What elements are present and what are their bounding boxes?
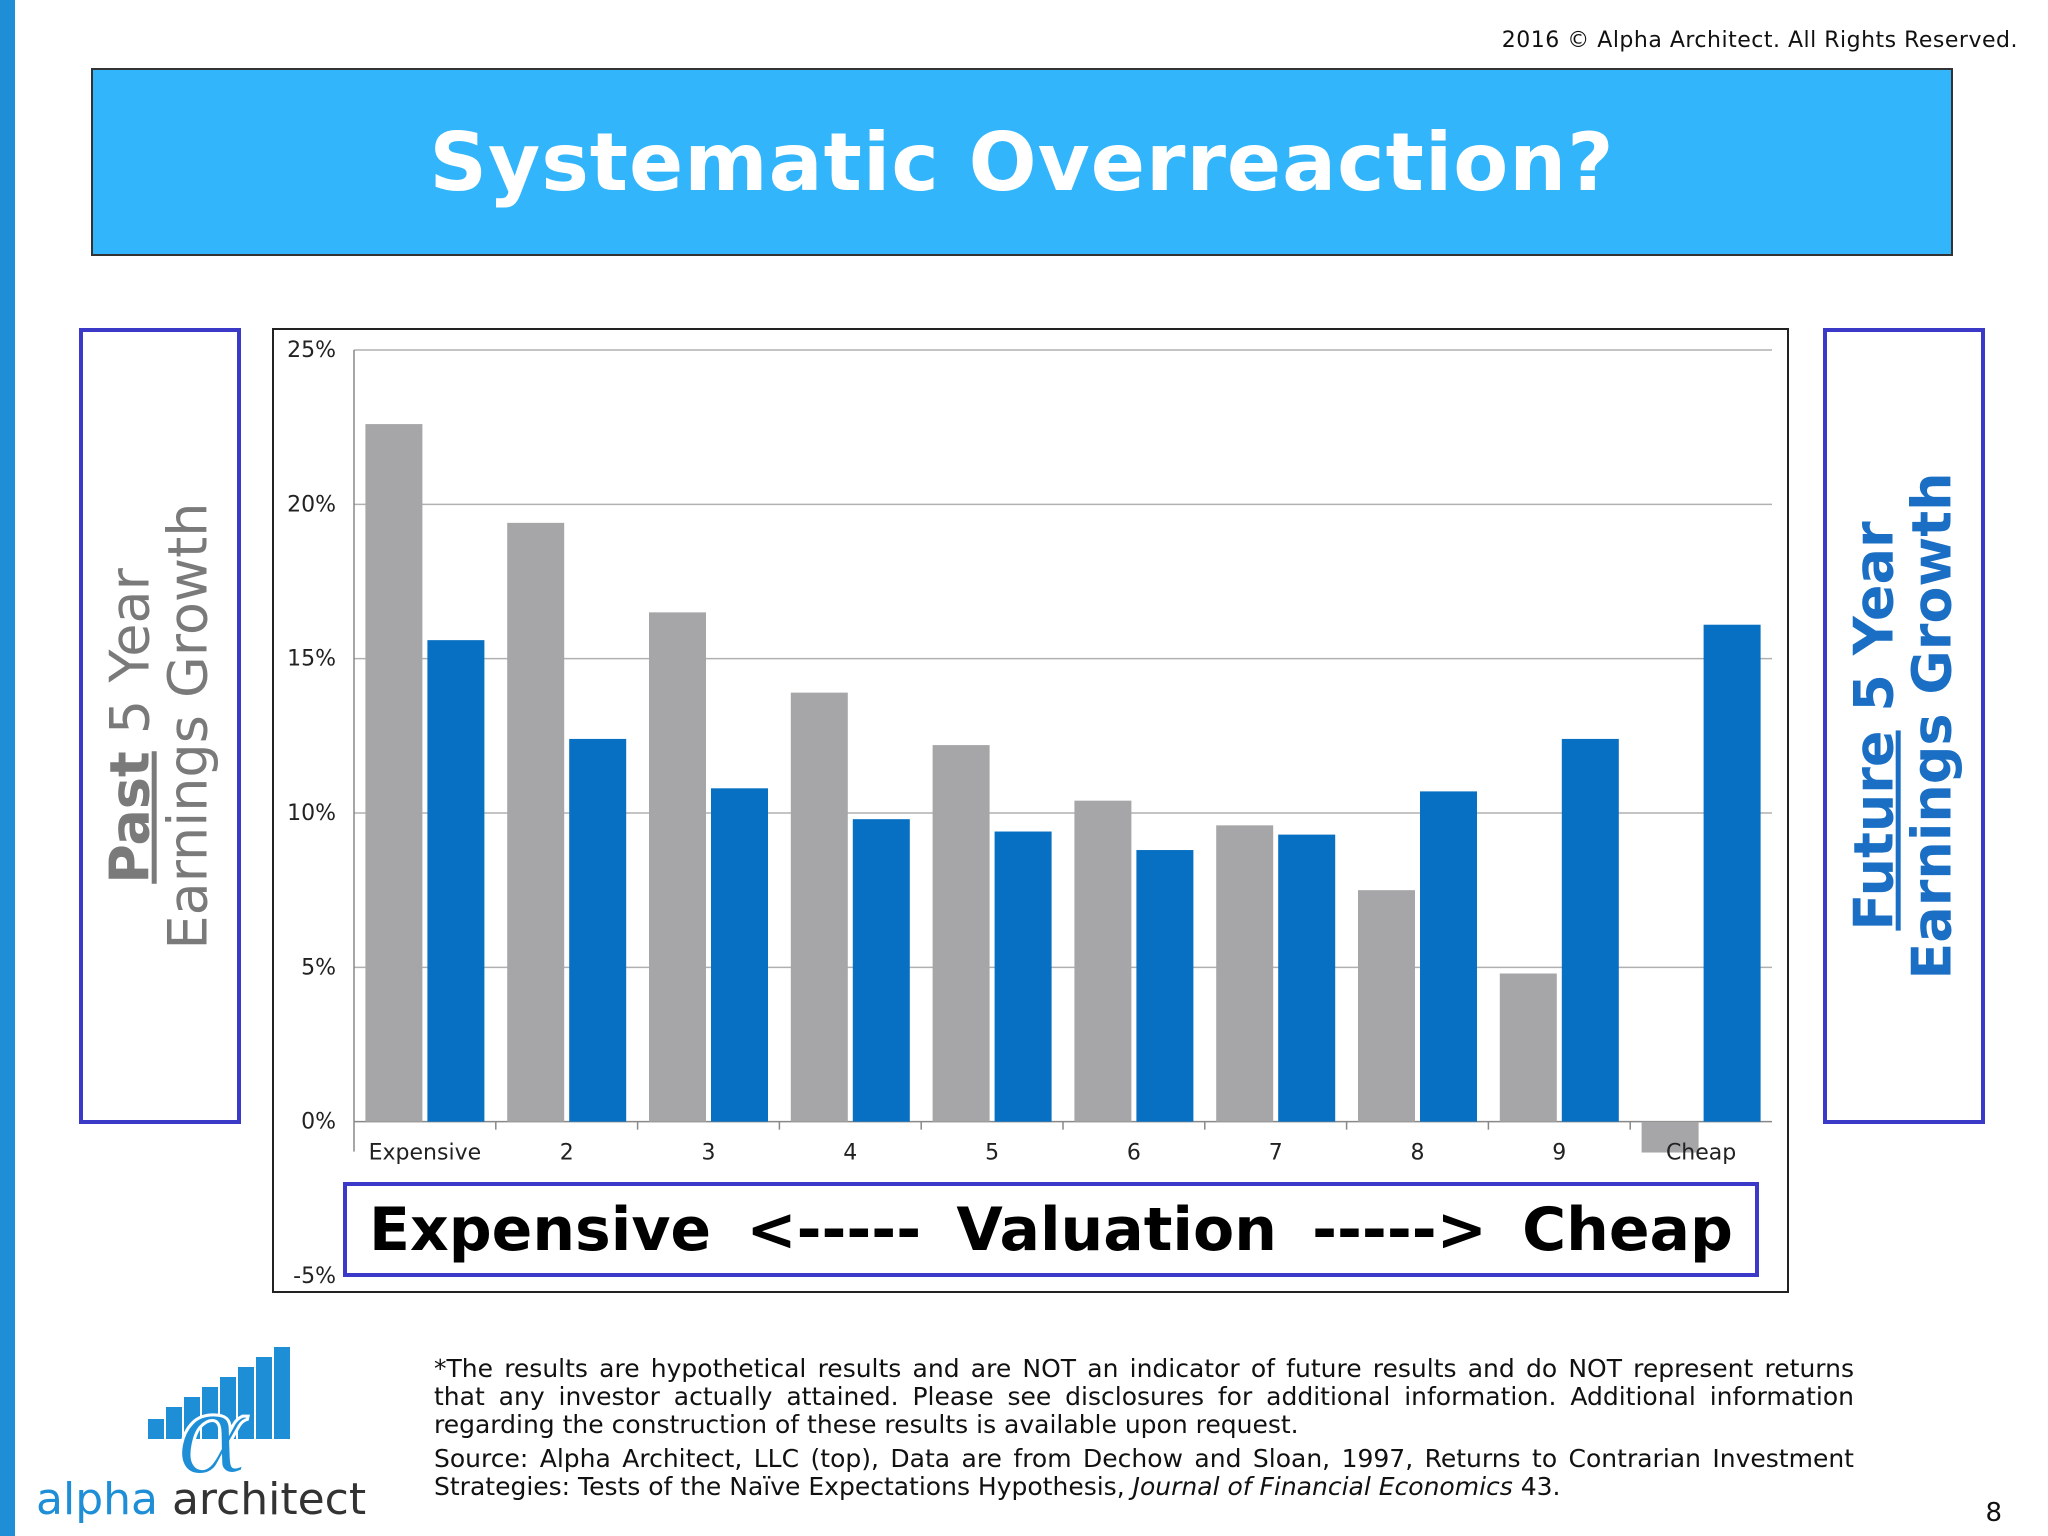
- future-growth-bar: [1703, 624, 1761, 1122]
- valuation-arrow-right: ----->: [1312, 1194, 1487, 1265]
- copyright-notice: 2016 © Alpha Architect. All Rights Reser…: [1501, 28, 2018, 53]
- past-line1-rest: 5 Year: [98, 568, 162, 752]
- bar-chart-svg: 25% 20% 15% 10% 5% 0% -5% Expensive 2 3 4 5 6 7 8 9 Chea…: [287, 338, 1772, 1289]
- future-growth-label-box: Future 5 Year Earnings Growth: [1823, 328, 1985, 1124]
- disclaimer-block: *The results are hypothetical results an…: [434, 1355, 1854, 1507]
- left-accent-stripe: [0, 0, 15, 1536]
- past-growth-bar: [1216, 825, 1274, 1122]
- source-prefix: Source: Alpha Architect, LLC (top), Data…: [434, 1444, 1854, 1501]
- x-tick-label: 6: [1127, 1141, 1141, 1166]
- y-tick-label: 10%: [287, 801, 336, 826]
- source-citation: Source: Alpha Architect, LLC (top), Data…: [434, 1445, 1854, 1501]
- alpha-symbol-bar-icon: α: [148, 1347, 290, 1475]
- valuation-center: Valuation: [956, 1194, 1277, 1265]
- source-journal: Journal of Financial Economics: [1132, 1472, 1513, 1501]
- past-line2: Earnings Growth: [157, 502, 220, 950]
- future-growth-bar: [994, 831, 1052, 1122]
- future-growth-bar: [569, 738, 627, 1122]
- future-growth-bar: [711, 788, 768, 1122]
- bar-chart: 25% 20% 15% 10% 5% 0% -5% Expensive 2 3 4 5 6 7 8 9 Chea…: [272, 328, 1789, 1293]
- past-growth-bar: [1641, 1121, 1699, 1153]
- valuation-expensive: Expensive: [369, 1194, 712, 1265]
- y-tick-label: 25%: [287, 338, 336, 363]
- future-growth-bar: [852, 819, 910, 1122]
- source-suffix: 43.: [1512, 1472, 1561, 1501]
- past-growth-bar: [1358, 890, 1415, 1122]
- logo-word-architect: architect: [157, 1474, 367, 1525]
- past-growth-bar: [790, 692, 848, 1122]
- page-number: 8: [1985, 1498, 2002, 1528]
- title-banner: Systematic Overreaction?: [91, 68, 1953, 256]
- future-growth-bar: [1278, 834, 1336, 1122]
- past-growth-bar: [649, 612, 706, 1122]
- past-growth-bar: [1074, 800, 1132, 1122]
- x-tick-label: 4: [843, 1141, 857, 1166]
- valuation-arrow-left: <-----: [746, 1194, 922, 1265]
- valuation-cheap: Cheap: [1522, 1194, 1733, 1265]
- disclaimer-text: *The results are hypothetical results an…: [434, 1354, 1854, 1439]
- future-line2: Earnings Growth: [1901, 472, 1964, 980]
- future-growth-label: Future 5 Year Earnings Growth: [1842, 472, 1964, 980]
- y-tick-label: 20%: [287, 492, 336, 517]
- slide-title: Systematic Overreaction?: [429, 115, 1615, 209]
- x-tick-label: Expensive: [369, 1141, 482, 1166]
- svg-text:α: α: [176, 1371, 250, 1475]
- future-growth-bar: [1561, 738, 1619, 1122]
- past-growth-bar: [365, 424, 423, 1122]
- past-growth-bar: [507, 522, 565, 1122]
- future-growth-bar: [1420, 791, 1477, 1122]
- past-growth-bar: [1499, 973, 1557, 1122]
- y-tick-label: 0%: [301, 1110, 336, 1135]
- y-tick-label: 15%: [287, 647, 336, 672]
- x-tick-label: 7: [1269, 1141, 1283, 1166]
- x-tick-label: 2: [560, 1141, 574, 1166]
- y-tick-label: -5%: [293, 1264, 336, 1289]
- past-emphasis: Past: [98, 751, 162, 884]
- valuation-axis-label: Expensive <----- Valuation -----> Cheap: [343, 1182, 1759, 1277]
- x-tick-label: 9: [1552, 1141, 1566, 1166]
- x-tick-label: 5: [985, 1141, 999, 1166]
- logo-word-alpha: alpha: [36, 1474, 158, 1525]
- x-tick-label: 3: [702, 1141, 716, 1166]
- logo-wordmark: alpha architect: [36, 1474, 366, 1525]
- future-growth-bar: [1136, 850, 1194, 1122]
- future-emphasis: Future: [1842, 730, 1906, 931]
- x-tick-label: 8: [1411, 1141, 1425, 1166]
- alpha-architect-logo: α alpha architect: [36, 1345, 366, 1535]
- past-growth-bar: [932, 745, 990, 1122]
- future-growth-bar: [427, 640, 485, 1122]
- past-growth-label: Past 5 Year Earnings Growth: [98, 502, 220, 950]
- past-growth-label-box: Past 5 Year Earnings Growth: [79, 328, 241, 1124]
- future-line1-rest: 5 Year: [1842, 521, 1906, 731]
- y-tick-label: 5%: [301, 955, 336, 980]
- x-tick-label: Cheap: [1666, 1141, 1736, 1166]
